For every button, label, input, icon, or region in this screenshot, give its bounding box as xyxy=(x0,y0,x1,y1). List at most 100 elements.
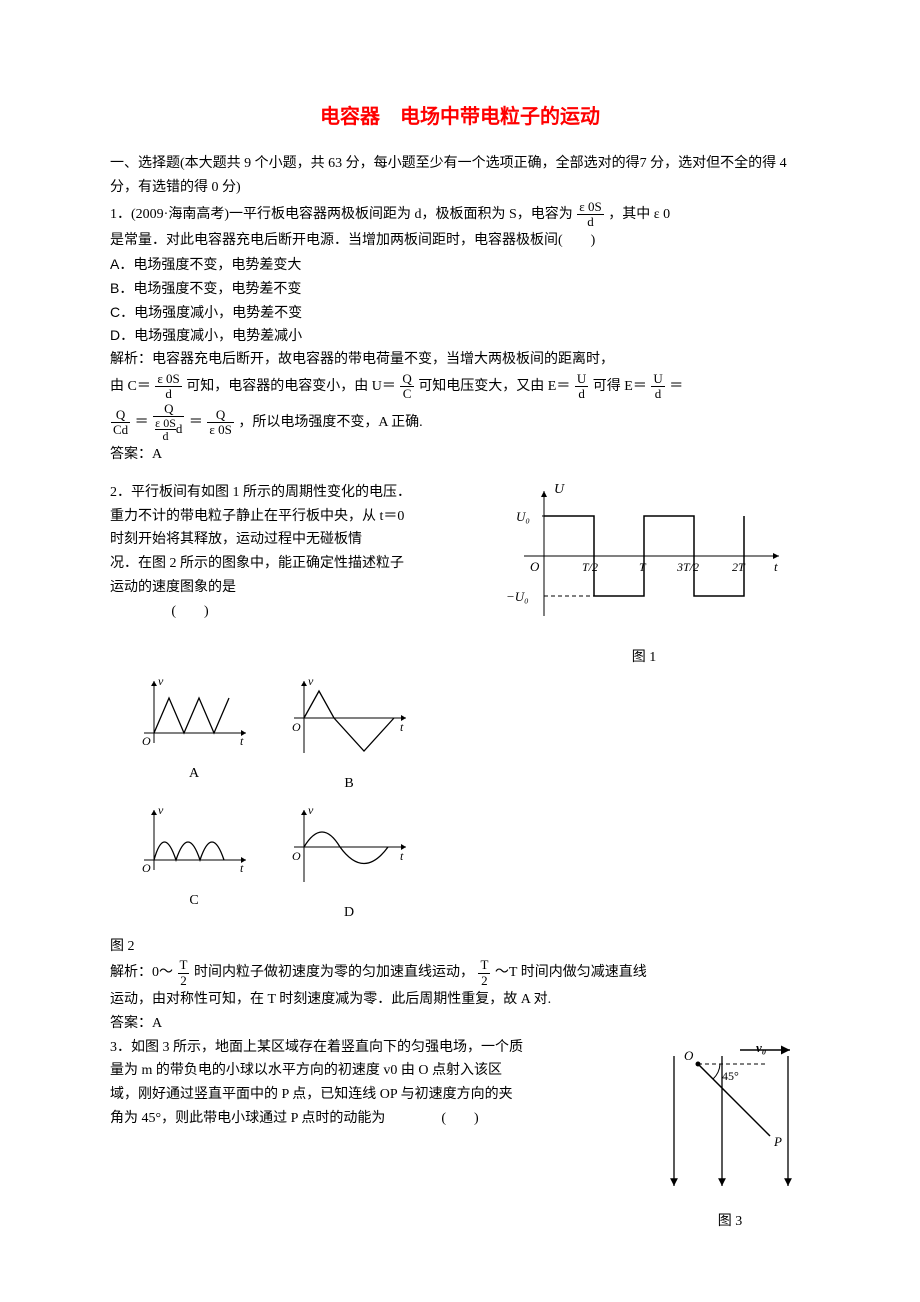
q1-answer: 答案：A xyxy=(110,443,810,467)
optD-graph: v t O D xyxy=(284,802,414,925)
q1-expl-line2: 由 C＝ ε 0S d 可知，电容器的电容变小，由 U＝ Q C 可知电压变大，… xyxy=(110,372,810,402)
optD-t: t xyxy=(400,849,404,863)
optB-O: O xyxy=(292,720,301,734)
q2-expl-a: 解析：0～ xyxy=(110,965,173,980)
q1: 1．(2009·海南高考)一平行板电容器两极板间距为 d，极板面积为 S，电容为… xyxy=(110,200,810,467)
q1-optC: C．电场强度减小，电势差不变 xyxy=(110,301,810,325)
fig3-svg: v₀ O 45° P xyxy=(650,1036,810,1196)
q1-expl-f1-den: d xyxy=(155,387,181,401)
q1-frac1-den: d xyxy=(577,215,603,229)
q1-expl-f1: ε 0S d xyxy=(154,372,182,402)
q2-line4: 况．在图 2 所示的图象中，能正确定性描述粒子 xyxy=(110,552,470,576)
q1-expl-f7-num: Q xyxy=(207,408,233,423)
q2-expl-f2-num: T xyxy=(478,958,490,973)
optB-label: B xyxy=(284,772,414,796)
q1-expl-f2-num: Q xyxy=(400,372,413,387)
q1-frac1-num: ε 0S xyxy=(577,200,603,215)
q2: 2．平行板间有如图 1 所示的周期性变化的电压． 重力不计的带电粒子静止在平行板… xyxy=(110,481,810,1036)
q2-expl-f1-den: 2 xyxy=(178,974,190,988)
q2-expl-f1-num: T xyxy=(178,958,190,973)
optA-label: A xyxy=(134,762,254,786)
q1-expl-f3-num: U xyxy=(575,372,588,387)
q3-line2: 量为 m 的带负电的小球以水平方向的初速度 v0 由 O 点射入该区 xyxy=(110,1059,626,1083)
q2-blank: ( ) xyxy=(110,600,270,624)
optB-graph: v t O B xyxy=(284,673,414,796)
q2-line1: 2．平行板间有如图 1 所示的周期性变化的电压． xyxy=(110,481,470,505)
q1-expl-b6: ＝ xyxy=(135,415,149,430)
fig3-angle: 45° xyxy=(722,1069,739,1083)
q1-expl-b2: 可知，电容器的电容变小，由 U＝ xyxy=(186,379,396,394)
fig1-U0p: U₀ xyxy=(516,509,530,524)
q1-stem-a: 1．(2009·海南高考)一平行板电容器两极板间距为 d，极板面积为 S，电容为 xyxy=(110,207,573,222)
optC-t: t xyxy=(240,861,244,875)
q1-expl-f6-inner-num: ε 0S xyxy=(155,417,176,431)
fig1-tick0: T/2 xyxy=(582,560,598,574)
q1-stem-c: 是常量．对此电容器充电后断开电源．当增加两板间距时，电容器极板间( ) xyxy=(110,229,810,253)
q1-stem-line1: 1．(2009·海南高考)一平行板电容器两极板间距为 d，极板面积为 S，电容为… xyxy=(110,200,810,230)
q1-expl-b3: 可知电压变大，又由 E＝ xyxy=(418,379,570,394)
q1-expl-f3-den: d xyxy=(575,387,588,401)
q1-expl-f6: Q ε 0S d d xyxy=(152,402,185,443)
q1-expl-f1-num: ε 0S xyxy=(155,372,181,387)
q1-expl-f2: Q C xyxy=(399,372,414,402)
fig3-O: O xyxy=(684,1048,694,1063)
fig1-tick3: 2T xyxy=(732,560,746,574)
optA-graph: v t O A xyxy=(134,673,254,796)
q2-answer: 答案：A xyxy=(110,1012,810,1036)
fig1-svg: U U₀ −U₀ O T/2 T 3T/2 2T t xyxy=(494,481,794,631)
q3-line1: 3．如图 3 所示，地面上某区域存在着竖直向下的匀强电场，一个质 xyxy=(110,1036,626,1060)
q1-expl-b8: ，所以电场强度不变，A 正确. xyxy=(238,415,422,430)
q1-optA: A．电场强度不变，电势差变大 xyxy=(110,253,810,277)
q1-expl-f6-d: d xyxy=(176,421,183,436)
q1-expl-f7: Q ε 0S xyxy=(206,408,234,438)
q2-expl-f2: T 2 xyxy=(477,958,491,988)
optA-t: t xyxy=(240,734,244,748)
q1-expl-b7: ＝ xyxy=(189,415,203,430)
q1-frac1: ε 0S d xyxy=(576,200,604,230)
q1-expl-f5: Q Cd xyxy=(110,408,131,438)
optB-t: t xyxy=(400,720,404,734)
optC-v: v xyxy=(158,803,164,817)
q2-expl-c: ～T 时间内做匀减速直线 xyxy=(495,965,647,980)
q3-line3: 域，刚好通过竖直平面中的 P 点，已知连线 OP 与初速度方向的夹 xyxy=(110,1083,626,1107)
q1-optB: B．电场强度不变，电势差不变 xyxy=(110,277,810,301)
q1-expl-f4-num: U xyxy=(651,372,664,387)
fig1-O: O xyxy=(530,559,540,574)
q1-expl-f7-den: ε 0S xyxy=(207,423,233,437)
q1-expl-f5-num: Q xyxy=(111,408,130,423)
q1-expl-f6-den: ε 0S d d xyxy=(153,417,184,443)
q1-expl-line3: Q Cd ＝ Q ε 0S d d ＝ Q ε 0S ，所以电场强度不变，A 正… xyxy=(110,402,810,443)
optD-label: D xyxy=(284,901,414,925)
fig3-v0: v₀ xyxy=(756,1040,766,1055)
q1-expl-b5: ＝ xyxy=(669,379,683,394)
optA-O: O xyxy=(142,734,151,748)
q2-line3: 时刻开始将其释放，运动过程中无碰板情 xyxy=(110,528,470,552)
fig3-caption: 图 3 xyxy=(650,1210,810,1234)
q1-expl-f4: U d xyxy=(650,372,665,402)
q1-expl-f3: U d xyxy=(574,372,589,402)
q2-expl-b: 时间内粒子做初速度为零的匀加速直线运动， xyxy=(194,965,474,980)
optC-label: C xyxy=(134,889,254,913)
q3-line4: 角为 45°，则此带电小球通过 P 点时的动能为 ( ) xyxy=(110,1107,626,1131)
q2-line2: 重力不计的带电粒子静止在平行板中央，从 t＝0 xyxy=(110,505,470,529)
fig1-t: t xyxy=(774,559,778,574)
q1-expl-f6-num: Q xyxy=(153,402,184,417)
q2-expl-d: 运动，由对称性可知，在 T 时刻速度减为零．此后周期性重复，故 A 对. xyxy=(110,988,810,1012)
q2-expl-line1: 解析：0～ T 2 时间内粒子做初速度为零的匀加速直线运动， T 2 ～T 时间… xyxy=(110,958,810,988)
q2-expl-f2-den: 2 xyxy=(478,974,490,988)
fig1-tick1: T xyxy=(639,560,647,574)
q1-expl-f2-den: C xyxy=(400,387,413,401)
fig1-U0n: −U₀ xyxy=(506,589,529,604)
optC-graph: v t O C xyxy=(134,802,254,925)
optD-O: O xyxy=(292,849,301,863)
q2-line5: 运动的速度图象的是 xyxy=(110,576,470,600)
optD-v: v xyxy=(308,803,314,817)
q1-expl-b4: 可得 E＝ xyxy=(593,379,647,394)
q1-expl-f4-den: d xyxy=(651,387,664,401)
optC-O: O xyxy=(142,861,151,875)
q1-expl-f6-inner-den: d xyxy=(155,430,176,443)
fig3-P: P xyxy=(773,1134,782,1149)
fig2-caption: 图 2 xyxy=(110,935,810,959)
q3: 3．如图 3 所示，地面上某区域存在着竖直向下的匀强电场，一个质 量为 m 的带… xyxy=(110,1036,810,1235)
section-heading: 一、选择题(本大题共 9 个小题，共 63 分，每小题至少有一个选项正确，全部选… xyxy=(110,152,810,200)
